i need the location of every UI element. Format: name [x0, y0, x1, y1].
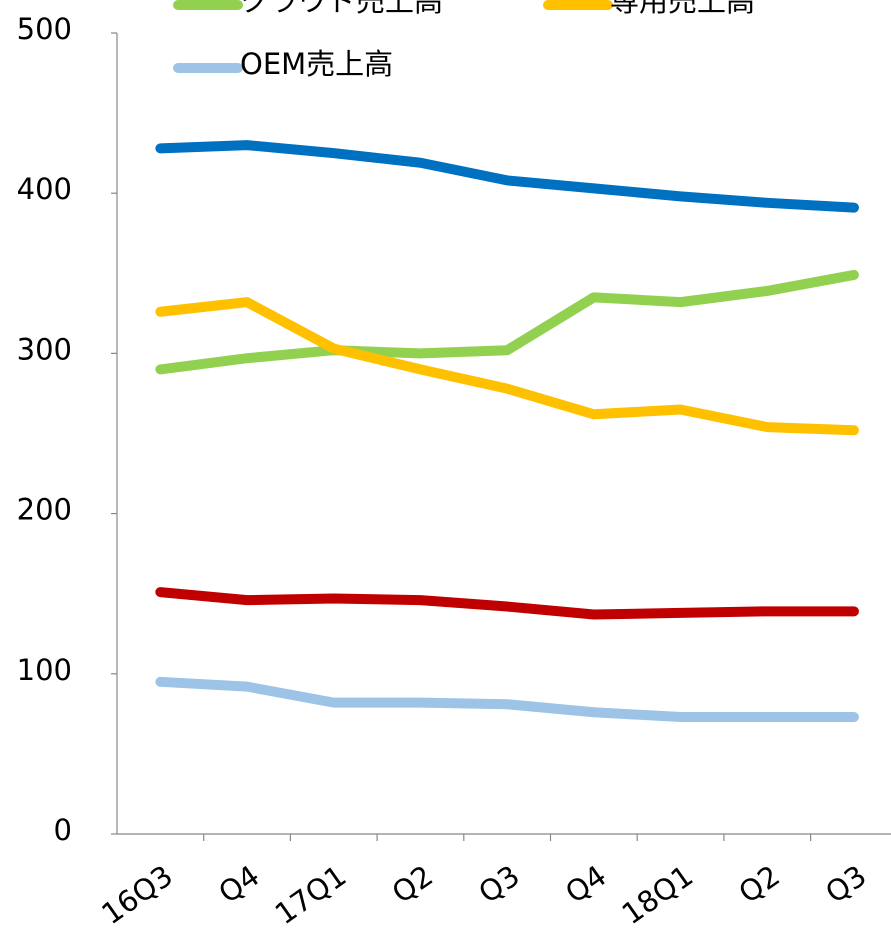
x-tick-label: 18Q1 — [616, 858, 700, 929]
x-tick-label: Q2 — [733, 858, 786, 910]
x-tick-label: 16Q3 — [95, 858, 179, 929]
x-tick-label: Q4 — [212, 858, 265, 910]
y-tick-label: 200 — [17, 493, 72, 527]
x-tick-label: Q4 — [559, 858, 612, 910]
line-series — [155, 676, 859, 723]
x-tick-label: 17Q1 — [269, 858, 353, 929]
y-tick-label: 300 — [17, 332, 72, 366]
legend-label: クラウド売上高 — [240, 0, 443, 18]
x-tick-label: Q3 — [819, 858, 872, 910]
y-tick-label: 500 — [17, 12, 72, 46]
x-tick-label: Q3 — [472, 858, 525, 910]
line-series — [155, 297, 859, 436]
y-tick-label: 100 — [17, 653, 72, 687]
legend-label: OEM売上高 — [240, 47, 393, 81]
line-series — [155, 140, 859, 213]
legend-label: 専用売上高 — [610, 0, 755, 18]
line-series — [155, 269, 859, 375]
x-tick-label: Q2 — [386, 858, 439, 910]
line-series — [155, 587, 859, 620]
y-tick-label: 400 — [17, 172, 72, 206]
y-tick-label: 0 — [54, 813, 72, 847]
